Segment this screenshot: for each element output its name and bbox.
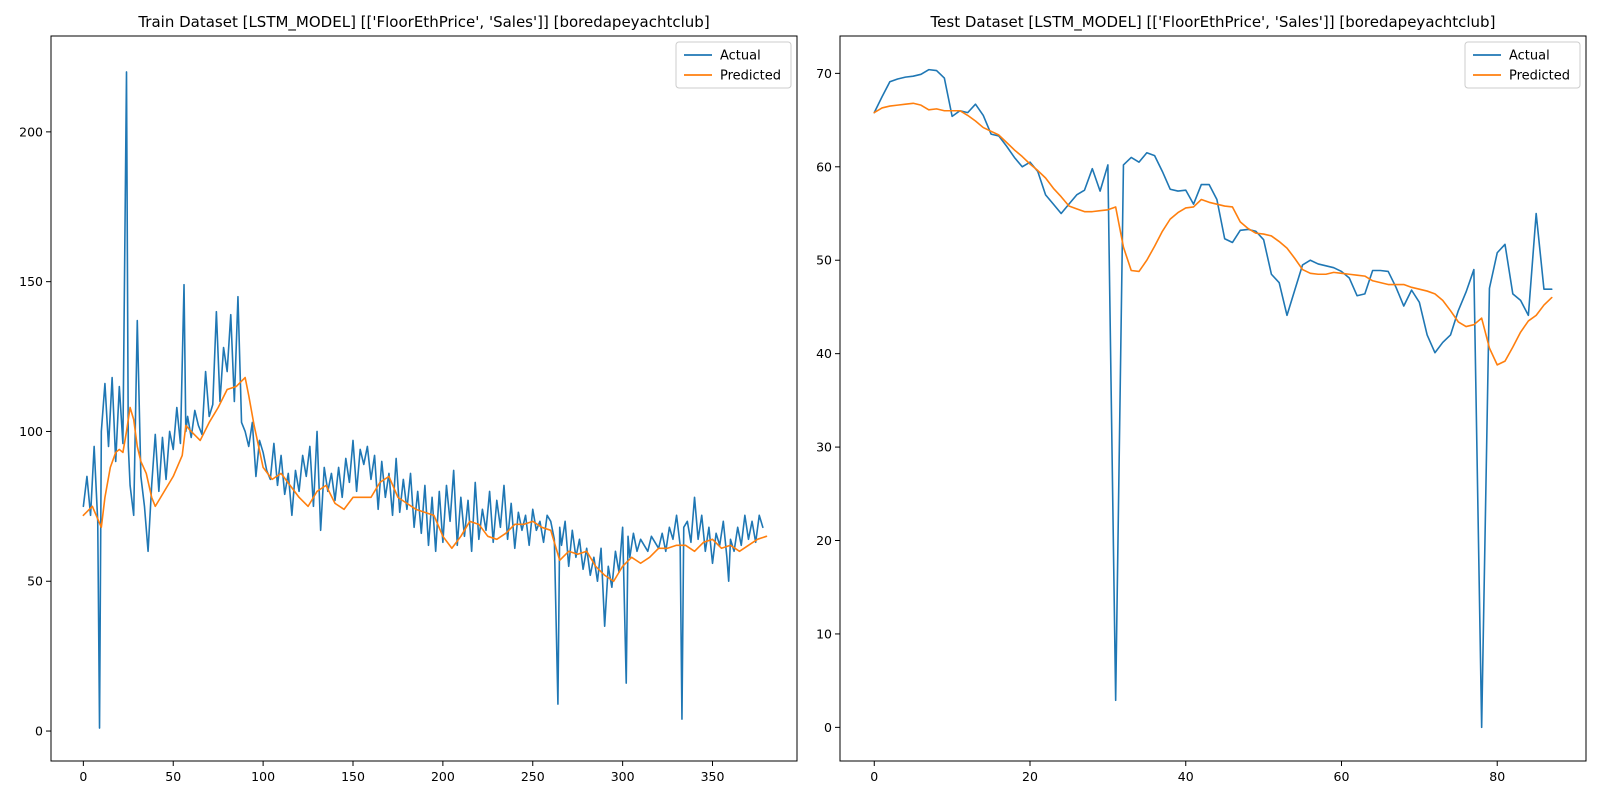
train-legend-box [675, 41, 792, 89]
test-series-actual-line [873, 68, 1553, 729]
train-y-tick-label: 200 [19, 124, 43, 139]
train-legend-label-predicted: Predicted [720, 69, 781, 84]
train-x-tick-label: 350 [701, 769, 725, 784]
test-y-tick-label: 10 [816, 626, 832, 641]
train-y-tick-label: 100 [19, 424, 43, 439]
test-y-tick-label: 60 [816, 159, 832, 174]
train-legend-label-actual: Actual [720, 49, 761, 64]
train-x-tick-label: 0 [79, 769, 87, 784]
test-x-tick-label: 80 [1489, 769, 1505, 784]
test-legend: Actual Predicted [1464, 41, 1581, 89]
train-x-tick-label: 150 [341, 769, 365, 784]
test-y-tick-label: 40 [816, 346, 832, 361]
test-x-tick-label: 20 [1022, 769, 1038, 784]
train-chart-panel: Train Dataset [LSTM_MODEL] [['FloorEthPr… [19, 13, 798, 784]
train-y-tick-label: 150 [19, 274, 43, 289]
train-x-tick-label: 300 [611, 769, 635, 784]
test-chart-title: Test Dataset [LSTM_MODEL] [['FloorEthPri… [930, 13, 1496, 32]
train-axes-frame [50, 35, 798, 762]
train-x-tick-label: 200 [431, 769, 455, 784]
test-x-tick-label: 40 [1178, 769, 1194, 784]
test-chart-panel: Test Dataset [LSTM_MODEL] [['FloorEthPri… [816, 13, 1587, 784]
test-legend-box [1464, 41, 1581, 89]
test-y-tick-label: 50 [816, 253, 832, 268]
test-legend-label-actual: Actual [1509, 49, 1550, 64]
train-series-predicted-line [82, 376, 768, 583]
test-y-tick-label: 70 [816, 66, 832, 81]
train-legend: Actual Predicted [675, 41, 792, 89]
train-chart-title: Train Dataset [LSTM_MODEL] [['FloorEthPr… [137, 13, 709, 32]
test-axes-frame [839, 35, 1587, 762]
train-series-actual-line [82, 71, 764, 729]
train-x-tick-label: 50 [165, 769, 181, 784]
train-y-tick-label: 50 [27, 574, 43, 589]
test-series-predicted-line [873, 102, 1553, 366]
test-legend-label-predicted: Predicted [1509, 69, 1570, 84]
test-x-tick-label: 60 [1334, 769, 1350, 784]
train-y-tick-label: 0 [35, 724, 43, 739]
test-y-tick-label: 0 [824, 720, 832, 735]
test-y-tick-label: 30 [816, 440, 832, 455]
train-x-tick-label: 100 [251, 769, 275, 784]
train-x-tick-label: 250 [521, 769, 545, 784]
test-x-tick-label: 0 [870, 769, 878, 784]
test-y-tick-label: 20 [816, 533, 832, 548]
